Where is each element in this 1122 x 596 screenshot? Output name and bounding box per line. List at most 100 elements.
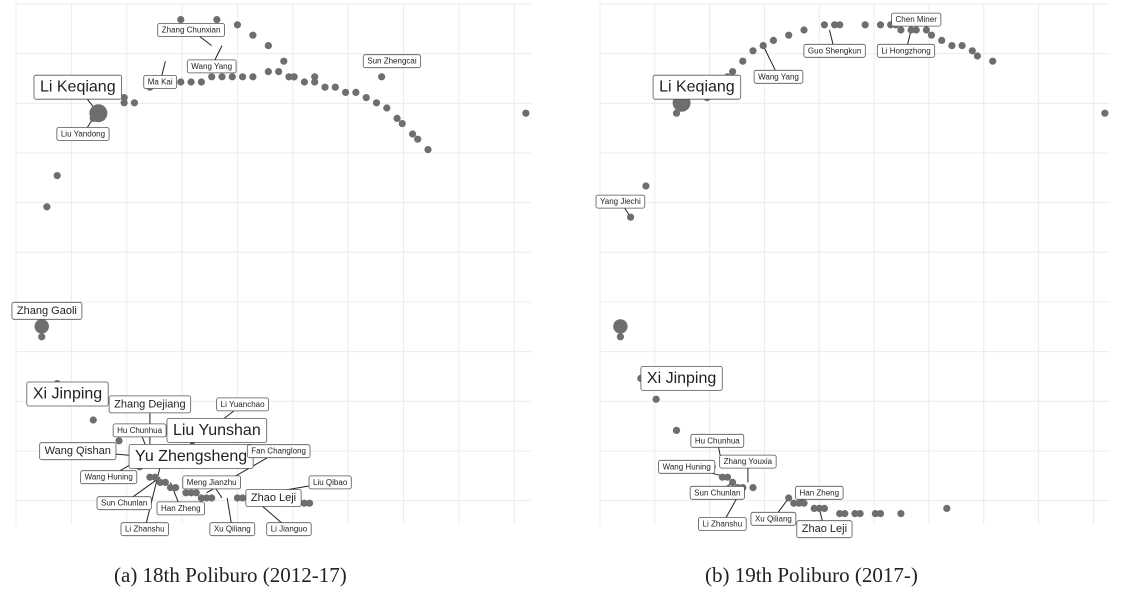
label-text: Zhao Leji — [802, 523, 847, 535]
leader-line — [215, 488, 223, 499]
label-han-zheng: Han Zheng — [156, 501, 205, 516]
data-point — [213, 16, 221, 24]
data-point — [723, 473, 732, 481]
label-li-hongzhong: Li Hongzhong — [876, 43, 936, 58]
data-point — [938, 36, 946, 45]
data-point — [795, 499, 803, 507]
label-liu-qibao: Liu Qibao — [308, 475, 352, 490]
data-point — [785, 31, 793, 39]
data-point — [362, 94, 370, 102]
data-point — [897, 26, 905, 34]
label-text: Yang Jiechi — [600, 197, 641, 206]
data-point — [280, 57, 288, 65]
data-point — [851, 509, 859, 518]
data-point — [290, 73, 298, 81]
data-point — [311, 73, 319, 81]
data-point — [393, 114, 401, 122]
label-liu-yunshan: Liu Yunshan — [166, 417, 268, 443]
data-point — [239, 494, 247, 502]
label-text: Chen Miner — [896, 15, 938, 24]
label-box — [11, 301, 83, 320]
data-point — [166, 484, 175, 492]
data-point — [785, 494, 793, 502]
data-point — [652, 395, 660, 403]
data-point — [120, 99, 128, 107]
data-point — [800, 26, 808, 34]
label-guo-shengkun: Guo Shengkun — [803, 43, 866, 58]
label-text: Ma Kai — [148, 78, 173, 87]
label-box — [186, 59, 237, 74]
scatter-plot-18th: Li Keqiang Liu Yandong Zhang Chunxian Ma Ka… — [11, 3, 531, 537]
data-point — [187, 489, 195, 497]
data-point — [739, 57, 747, 65]
label-box — [891, 12, 942, 27]
data-point — [897, 509, 905, 518]
label-text: Liu Yandong — [61, 130, 105, 139]
label-text: Li Zhanshu — [125, 525, 165, 534]
label-fan-changlong: Fan Changlong — [246, 444, 311, 459]
label-text: Li Keqiang — [40, 79, 116, 96]
label-box — [595, 194, 646, 209]
label-li-zhanshu: Li Zhanshu — [698, 517, 747, 531]
data-point — [202, 494, 211, 502]
data-point — [182, 489, 190, 497]
data-point — [749, 47, 757, 55]
data-point — [187, 78, 195, 86]
data-point — [321, 83, 329, 91]
data-point — [197, 78, 205, 86]
label-han-zheng: Han Zheng — [795, 485, 844, 500]
data-point — [871, 509, 879, 518]
data-point — [177, 78, 185, 86]
label-text: Sun Zhengcai — [367, 57, 417, 66]
data-point — [729, 68, 737, 76]
data-point — [616, 333, 624, 341]
data-point — [414, 135, 422, 143]
data-point — [810, 504, 818, 512]
label-text: Zhao Leji — [251, 492, 296, 504]
data-point — [672, 109, 681, 117]
data-point — [876, 21, 885, 29]
data-point — [383, 104, 391, 112]
data-point — [342, 88, 350, 96]
data-point — [372, 99, 381, 107]
label-box — [33, 74, 123, 100]
data-point — [161, 478, 169, 486]
data-point — [627, 213, 635, 221]
label-text: Xi Jinping — [33, 386, 102, 403]
data-point — [172, 484, 180, 492]
label-box — [216, 397, 269, 412]
label-box — [112, 423, 167, 438]
label-wang-yang: Wang Yang — [186, 59, 237, 74]
label-sun-chunlan: Sun Chunlan — [689, 485, 745, 500]
leader-line — [161, 61, 166, 76]
data-point — [841, 509, 849, 518]
label-box — [156, 501, 205, 516]
label-meng-jianzhu: Meng Jianzhu — [182, 475, 242, 490]
label-box — [39, 442, 117, 461]
caption-18th: (a) 18th Poliburo (2012-17) — [114, 563, 347, 587]
label-box — [796, 520, 853, 539]
data-point — [192, 489, 200, 497]
label-ma-kai: Ma Kai — [143, 75, 178, 89]
label-text: Zhang Dejiang — [114, 398, 186, 410]
label-text: Li Jianguo — [271, 525, 308, 534]
labels-18th: Li Keqiang Liu Yandong Zhang Chunxian Ma Ka… — [11, 23, 422, 537]
data-point — [642, 182, 650, 190]
caption-19th: (b) 19th Poliburo (2017-) — [705, 563, 918, 587]
labels-19th: Chen Miner Guo Shengkun Li Hongzhong Wang Y… — [595, 12, 942, 539]
label-yang-jiechi: Yang Jiechi — [595, 194, 646, 209]
data-point — [311, 78, 319, 86]
label-box — [26, 381, 109, 407]
data-point — [233, 494, 242, 502]
label-text: Han Zheng — [800, 488, 840, 497]
data-point — [861, 21, 869, 29]
data-point — [300, 78, 308, 86]
label-box — [803, 43, 866, 58]
chart-panel-19th: Chen Miner Guo Shengkun Li Hongzhong Wang Y… — [594, 0, 1114, 539]
scatter-plot-19th: Chen Miner Guo Shengkun Li Hongzhong Wang Y… — [595, 3, 1110, 539]
label-box — [876, 43, 936, 58]
label-text: Meng Jianzhu — [187, 478, 237, 487]
label-box — [719, 454, 777, 469]
data-point — [836, 509, 844, 518]
data-point — [233, 21, 242, 29]
